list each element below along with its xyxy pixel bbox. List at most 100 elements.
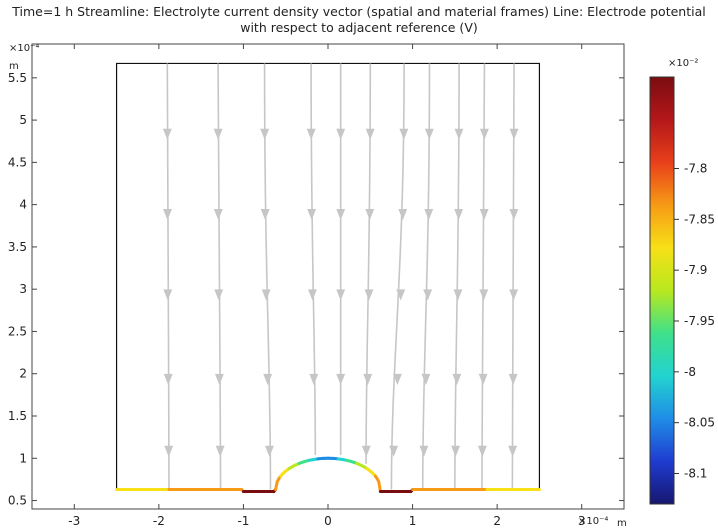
streamline-arrow bbox=[260, 128, 270, 140]
x-tick-label: -1 bbox=[237, 514, 249, 528]
axis-ticks: -3 -2 -1 0 1 2 3 0.5 1 1.5 2 2.5 3 3.5 4 4.5 5 5.5 bbox=[8, 44, 624, 528]
y-tick-label: 3 bbox=[19, 282, 27, 296]
streamline-arrow bbox=[336, 128, 346, 140]
x-tick-label: 1 bbox=[409, 514, 417, 528]
streamline-arrow bbox=[392, 373, 402, 385]
streamline-arrow bbox=[263, 373, 273, 385]
streamline-arrow bbox=[364, 289, 374, 301]
y-tick-label: 4.5 bbox=[8, 155, 27, 169]
y-tick-label: 5.5 bbox=[8, 71, 27, 85]
streamline bbox=[511, 63, 515, 490]
streamline-arrow bbox=[453, 289, 463, 301]
streamline-arrow bbox=[214, 289, 224, 301]
y-tick-label: 1 bbox=[19, 451, 27, 465]
streamline-arrow bbox=[419, 445, 429, 457]
streamline-arrow bbox=[365, 209, 375, 221]
streamline-arrow bbox=[164, 445, 174, 457]
streamline-arrow bbox=[213, 209, 223, 221]
streamline-arrow bbox=[424, 128, 434, 140]
streamline-arrow bbox=[336, 373, 346, 385]
streamline bbox=[263, 63, 272, 490]
streamline bbox=[454, 63, 460, 490]
streamline bbox=[166, 63, 170, 490]
streamline-arrow bbox=[363, 373, 373, 385]
streamline-arrow bbox=[361, 445, 371, 457]
streamline-arrow bbox=[215, 445, 225, 457]
plot-title-line-1: Time=1 h Streamline: Electrolyte current… bbox=[12, 4, 706, 19]
streamline-arrow bbox=[396, 289, 406, 301]
streamline-arrow bbox=[398, 209, 408, 221]
streamline-arrow bbox=[336, 209, 346, 221]
colorbar: ×10⁻² -7.8 -7.85 -7.9 -7.95 -8 -8.05 -8.1 bbox=[649, 58, 715, 505]
streamline-arrow bbox=[454, 209, 464, 221]
y-axis-exponent: ×10⁻⁴ bbox=[9, 43, 39, 54]
streamline-arrow bbox=[477, 445, 487, 457]
streamline-arrow bbox=[389, 445, 399, 457]
y-tick-label: 4 bbox=[19, 198, 27, 212]
streamline-arrow bbox=[163, 373, 173, 385]
electrode-segment bbox=[377, 480, 382, 494]
streamline-arrow bbox=[508, 373, 518, 385]
y-tick-label: 2.5 bbox=[8, 324, 27, 338]
streamline-arrow bbox=[509, 289, 519, 301]
y-tick-label: 0.5 bbox=[8, 494, 27, 508]
streamline-arrow bbox=[261, 289, 271, 301]
streamline-arrow bbox=[336, 289, 346, 301]
colorbar-tick-label: -8.1 bbox=[684, 467, 707, 481]
streamline-arrow bbox=[307, 209, 317, 221]
streamline-arrow bbox=[451, 445, 461, 457]
x-tick-label: 2 bbox=[493, 514, 501, 528]
y-tick-label: 5 bbox=[19, 113, 27, 127]
colorbar-tick-label: -7.95 bbox=[684, 314, 715, 328]
streamline bbox=[421, 63, 431, 490]
streamline-arrow bbox=[454, 128, 464, 140]
colorbar-gradient bbox=[649, 76, 675, 505]
streamline-arrow bbox=[306, 128, 316, 140]
streamline-arrow bbox=[162, 128, 172, 140]
x-axis-exponent: ×10⁻⁴ bbox=[578, 516, 608, 527]
streamline-arrow bbox=[509, 209, 519, 221]
streamline-arrow bbox=[479, 128, 489, 140]
y-tick-label: 2 bbox=[19, 367, 27, 381]
streamline-arrow bbox=[308, 289, 317, 301]
electrode-boundary bbox=[115, 456, 541, 494]
streamline-arrow bbox=[213, 128, 223, 140]
streamline-arrow bbox=[265, 445, 274, 457]
y-tick-label: 1.5 bbox=[8, 409, 27, 423]
axes-frame bbox=[31, 43, 625, 510]
streamline-arrow bbox=[508, 445, 518, 457]
streamline bbox=[217, 63, 222, 490]
x-tick-label: -2 bbox=[153, 514, 165, 528]
streamline-arrow bbox=[260, 209, 270, 221]
streamline-arrow bbox=[163, 209, 172, 221]
streamline-arrow bbox=[452, 373, 462, 385]
colorbar-tick-label: -7.9 bbox=[684, 263, 707, 277]
streamline-arrow bbox=[509, 128, 519, 140]
domain-outline bbox=[115, 62, 541, 490]
streamline-arrow bbox=[163, 289, 173, 301]
colorbar-tick-label: -7.8 bbox=[684, 162, 707, 176]
x-tick-label: 3 bbox=[578, 514, 586, 528]
streamline-arrow bbox=[309, 373, 319, 385]
colorbar-exponent: ×10⁻² bbox=[668, 58, 698, 69]
colorbar-tick-label: -8 bbox=[684, 365, 696, 379]
streamline bbox=[390, 63, 405, 490]
plot-title-line-2: with respect to adjacent reference (V) bbox=[240, 20, 478, 35]
streamline-arrow bbox=[478, 373, 488, 385]
streamline bbox=[365, 63, 372, 464]
streamline-arrow bbox=[479, 289, 489, 301]
streamline-arrow bbox=[399, 128, 409, 140]
streamline-arrow bbox=[423, 289, 433, 301]
domain-box bbox=[115, 62, 541, 490]
x-tick-label: 0 bbox=[324, 514, 332, 528]
x-axis-unit: m bbox=[617, 518, 627, 529]
y-tick-label: 3.5 bbox=[8, 240, 27, 254]
streamline-arrow bbox=[479, 209, 489, 221]
streamline bbox=[481, 63, 486, 490]
streamline-arrow bbox=[365, 128, 375, 140]
streamlines bbox=[162, 63, 519, 490]
streamline bbox=[310, 63, 317, 455]
streamline-arrow bbox=[421, 373, 431, 385]
x-tick-label: -3 bbox=[68, 514, 80, 528]
